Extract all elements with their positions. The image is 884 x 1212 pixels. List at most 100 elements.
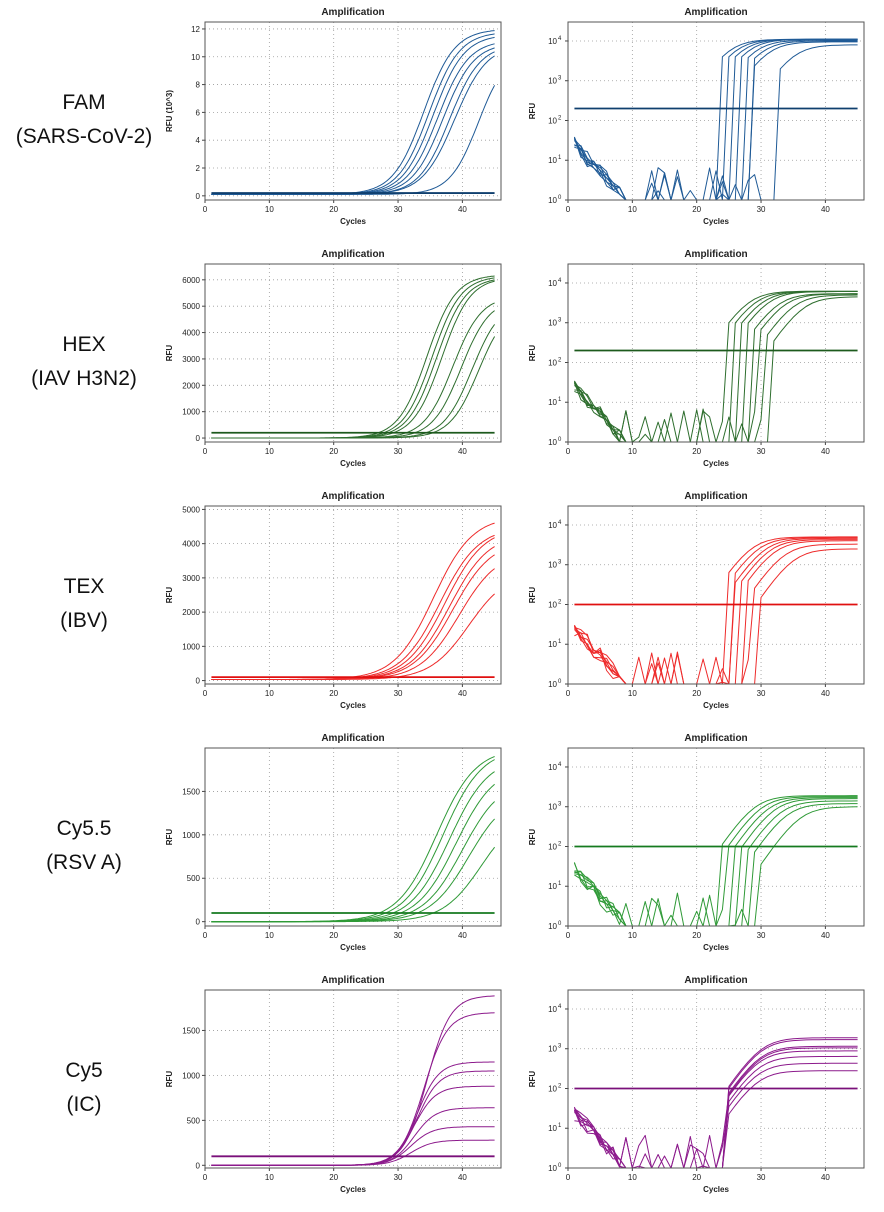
chart-title: Amplification: [684, 7, 747, 18]
x-axis-label: Cycles: [703, 701, 729, 710]
y-tick-label: 3000: [182, 574, 200, 583]
y-tick-label: 10 4: [548, 520, 562, 530]
amplification-curve: [574, 39, 857, 200]
y-tick-base: 10: [548, 600, 557, 609]
x-tick-label: 20: [692, 931, 701, 940]
amplification-curve: [574, 39, 857, 200]
x-tick-label: 30: [394, 447, 403, 456]
x-axis-label: Cycles: [703, 1185, 729, 1194]
plot-area: [211, 757, 494, 922]
chart-title: Amplification: [684, 249, 747, 260]
x-axis-label: Cycles: [340, 217, 366, 226]
chart-title: Amplification: [321, 491, 384, 502]
plot-frame: [568, 22, 864, 200]
y-tick-label: 0: [196, 1161, 201, 1170]
y-tick-label: 1000: [182, 408, 200, 417]
amplification-curve: [211, 757, 494, 922]
y-tick-label: 0: [196, 677, 201, 686]
x-tick-label: 30: [394, 1173, 403, 1182]
y-tick-exponent: 2: [558, 599, 562, 605]
y-tick-base: 10: [548, 358, 557, 367]
amplification-curve: [211, 337, 494, 439]
x-tick-label: 30: [757, 447, 766, 456]
y-tick-base: 10: [548, 37, 557, 46]
target-name: (SARS-CoV-2): [0, 120, 168, 154]
x-tick-label: 10: [265, 689, 274, 698]
plot-area: [574, 796, 857, 926]
y-axis-label: RFU (10^3): [165, 90, 174, 132]
x-tick-label: 10: [628, 447, 637, 456]
y-tick-base: 10: [548, 156, 557, 165]
x-tick-label: 10: [265, 931, 274, 940]
y-tick-label: 10 2: [548, 115, 562, 125]
plot-area: [211, 276, 494, 438]
amplification-curve: [211, 802, 494, 922]
x-axis-label: Cycles: [340, 459, 366, 468]
y-tick-label: 0: [196, 434, 201, 443]
y-tick-label: 10 1: [548, 397, 562, 407]
x-tick-label: 30: [394, 205, 403, 214]
amplification-curve: [574, 292, 857, 443]
x-tick-label: 0: [566, 689, 571, 698]
y-tick-base: 10: [548, 116, 557, 125]
plot-area: [574, 537, 857, 684]
y-tick-label: 10 2: [548, 841, 562, 851]
amplification-curve: [211, 303, 494, 438]
y-tick-label: 12: [191, 25, 200, 34]
y-axis-label: RFU: [528, 1071, 537, 1088]
row-label-0: FAM (SARS-CoV-2): [0, 86, 168, 154]
y-tick-base: 10: [548, 680, 557, 689]
y-tick-label: 10 0: [548, 195, 562, 205]
amplification-curve: [574, 549, 857, 684]
y-tick-label: 2: [196, 164, 201, 173]
x-tick-label: 0: [566, 447, 571, 456]
y-tick-label: 10 4: [548, 36, 562, 46]
x-tick-label: 20: [329, 931, 338, 940]
amplification-curve: [574, 291, 857, 442]
y-tick-label: 6: [196, 108, 201, 117]
x-tick-label: 10: [265, 1173, 274, 1182]
y-tick-exponent: 2: [558, 115, 562, 121]
x-tick-label: 30: [757, 931, 766, 940]
x-tick-label: 20: [329, 1173, 338, 1182]
x-tick-label: 0: [566, 1173, 571, 1182]
y-tick-base: 10: [548, 640, 557, 649]
target-name: (IBV): [0, 604, 168, 638]
x-tick-label: 40: [458, 447, 467, 456]
y-tick-label: 4: [196, 136, 201, 145]
target-name: (IC): [0, 1088, 168, 1122]
x-tick-label: 20: [692, 1173, 701, 1182]
amplification-curve: [574, 295, 857, 442]
y-tick-label: 6000: [182, 276, 200, 285]
chart-title: Amplification: [684, 975, 747, 986]
amplification-chart-0-log: Amplification0 10 20 30 40Cycles100101102103…: [513, 0, 883, 232]
y-tick-exponent: 0: [558, 195, 562, 201]
y-tick-label: 5000: [182, 302, 200, 311]
x-axis-label: Cycles: [340, 701, 366, 710]
x-axis-label: Cycles: [340, 943, 366, 952]
amplification-curve: [211, 760, 494, 922]
amplification-curve: [211, 48, 494, 195]
y-tick-exponent: 1: [558, 397, 562, 403]
y-tick-base: 10: [548, 398, 557, 407]
x-tick-label: 30: [394, 931, 403, 940]
row-label-2: TEX (IBV): [0, 570, 168, 638]
y-tick-exponent: 0: [558, 679, 562, 685]
y-tick-label: 10 2: [548, 357, 562, 367]
x-tick-label: 20: [329, 447, 338, 456]
y-tick-base: 10: [548, 279, 557, 288]
dye-name: TEX: [0, 570, 168, 604]
y-tick-label: 4000: [182, 329, 200, 338]
plot-frame: [205, 990, 501, 1168]
x-tick-label: 10: [265, 447, 274, 456]
y-tick-label: 10: [191, 53, 200, 62]
y-tick-base: 10: [548, 1164, 557, 1173]
x-tick-label: 40: [821, 447, 830, 456]
amplification-curve: [574, 1048, 857, 1168]
y-tick-label: 500: [187, 1116, 201, 1125]
amplification-curve: [211, 44, 494, 195]
amplification-curve: [211, 276, 494, 438]
x-tick-label: 20: [692, 447, 701, 456]
x-tick-label: 0: [203, 447, 208, 456]
